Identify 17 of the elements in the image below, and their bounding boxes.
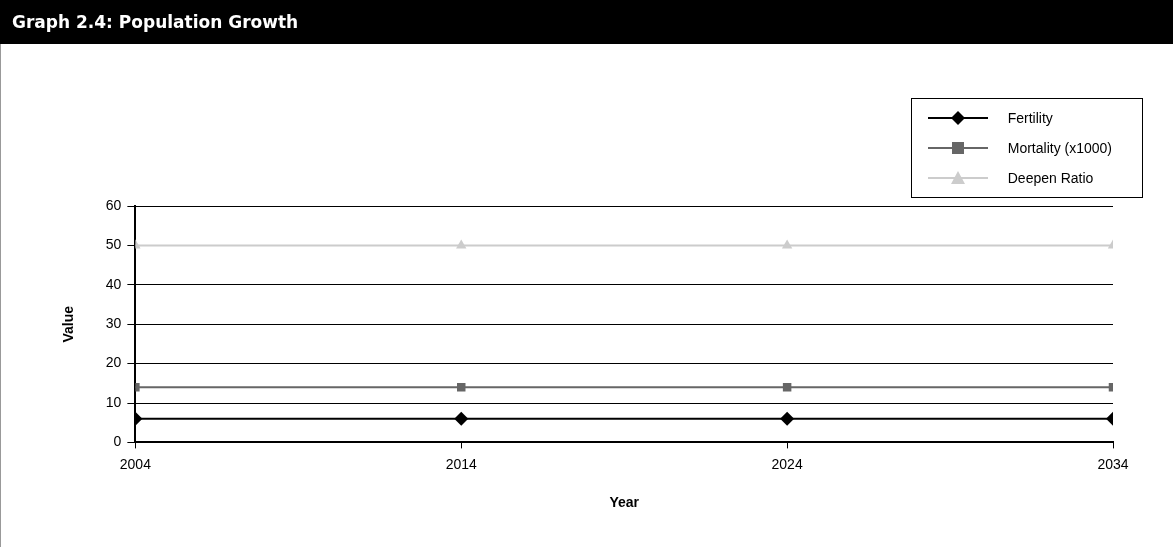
x-axis-title: Year [609,494,640,511]
chart-title: Graph 2.4: Population Growth [0,0,1173,44]
y-tick-label: 10 [105,393,122,410]
x-tick-label: 2024 [771,455,803,472]
legend-label: Fertility [1007,110,1053,126]
y-tick-label: 40 [105,275,122,292]
legend-label: Deepen Ratio [1007,170,1094,186]
x-tick-label: 2034 [1097,455,1129,472]
x-tick-label: 2014 [445,455,478,472]
y-tick-label: 50 [105,236,122,253]
y-axis-title: Value [60,305,77,343]
y-tick-label: 0 [113,433,122,450]
legend-label: Mortality (x1000) [1007,140,1112,156]
y-tick-label: 30 [105,315,122,332]
x-tick-label: 2004 [119,455,152,472]
y-tick-label: 60 [105,196,122,213]
y-tick-label: 20 [105,354,122,371]
